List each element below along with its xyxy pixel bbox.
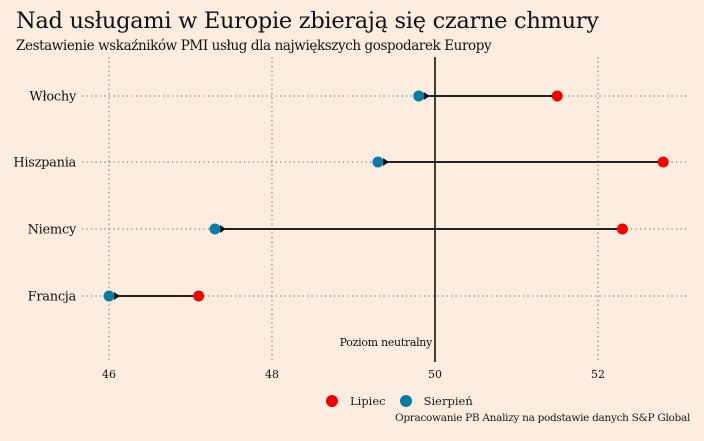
dot-lipiec bbox=[193, 290, 205, 302]
category-label: Niemcy bbox=[28, 223, 77, 238]
x-tick-label: 46 bbox=[102, 368, 116, 381]
source-note: Opracowanie PB Analizy na podstawie dany… bbox=[395, 412, 690, 424]
category-label: Hiszpania bbox=[13, 156, 76, 171]
chart-subtitle: Zestawienie wskaźników PMI usług dla naj… bbox=[16, 38, 492, 54]
dot-sierpien bbox=[372, 156, 384, 168]
legend-label-lipiec: Lipiec bbox=[350, 394, 386, 408]
dot-sierpien bbox=[413, 90, 425, 102]
dot-lipiec bbox=[551, 90, 563, 102]
legend-item-sierpien: Sierpień bbox=[399, 394, 473, 408]
category-labels: Włochy Hiszpania Niemcy Francja bbox=[13, 90, 77, 305]
dot-sierpien bbox=[209, 223, 221, 235]
x-tick-labels: 46 48 50 52 bbox=[102, 368, 605, 381]
dot-lipiec bbox=[657, 156, 669, 168]
legend: Lipiec Sierpień bbox=[326, 394, 487, 408]
reference-line-group: Poziom neutralny bbox=[340, 57, 436, 362]
x-tick-label: 52 bbox=[591, 368, 605, 381]
vertical-gridlines bbox=[108, 57, 599, 362]
legend-swatch-lipiec bbox=[326, 395, 338, 407]
x-tick-label: 50 bbox=[428, 368, 442, 381]
dot-lipiec bbox=[616, 223, 628, 235]
legend-swatch-sierpien bbox=[399, 395, 412, 407]
dot-sierpien bbox=[103, 290, 115, 302]
reference-line-label: Poziom neutralny bbox=[340, 336, 433, 349]
chart-title: Nad usługami w Europie zbierają się czar… bbox=[16, 8, 599, 34]
dumbbell-segments bbox=[114, 92, 664, 300]
horizontal-gridlines bbox=[82, 95, 688, 297]
category-label: Francja bbox=[28, 290, 77, 305]
x-tick-label: 48 bbox=[265, 368, 279, 381]
dumbbell-dots bbox=[103, 90, 669, 302]
legend-item-lipiec: Lipiec bbox=[326, 394, 386, 408]
category-label: Włochy bbox=[29, 90, 77, 105]
legend-label-sierpien: Sierpień bbox=[423, 394, 473, 408]
